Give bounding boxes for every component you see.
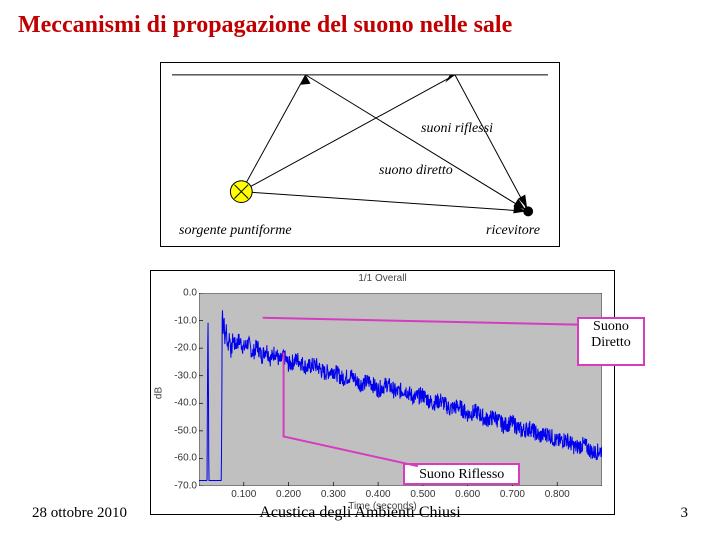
chart-ytick: -50.0: [169, 425, 197, 436]
chart-svg: [199, 293, 602, 486]
chart-xtick: 0.300: [321, 489, 346, 500]
annotation-reflected-label: Suono Riflesso: [419, 467, 504, 482]
chart-xtick: 0.200: [276, 489, 301, 500]
chart-ytick: -60.0: [169, 453, 197, 464]
chart-xtick: 0.700: [500, 489, 525, 500]
ray-diagram: suoni riflessi suono diretto sorgente pu…: [160, 62, 560, 247]
chart-ylabel: dB: [154, 386, 165, 398]
chart-xtick: 0.100: [231, 489, 256, 500]
label-direct-sound: suono diretto: [379, 163, 453, 179]
page-title: Meccanismi di propagazione del suono nel…: [18, 12, 512, 39]
chart-xtick: 0.600: [455, 489, 480, 500]
annotation-direct-label: Suono Diretto: [591, 319, 631, 350]
label-source: sorgente puntiforme: [179, 223, 292, 239]
chart-ytick: -20.0: [169, 343, 197, 354]
chart-xtick: 0.400: [366, 489, 391, 500]
chart-small-title: 1/1 Overall: [151, 273, 614, 284]
chart-plot-area: Suono Diretto Suono Riflesso: [199, 293, 602, 486]
annotation-direct-sound: Suono Diretto: [577, 317, 645, 366]
annotation-reflected-sound: Suono Riflesso: [403, 463, 520, 485]
ray-diagram-svg: [161, 63, 559, 246]
chart-xtick: 0.500: [410, 489, 435, 500]
footer-title: Acustica degli Ambienti Chiusi: [0, 504, 720, 522]
footer-page-number: 3: [681, 505, 689, 522]
label-receiver: ricevitore: [486, 223, 540, 239]
chart-ytick: -30.0: [169, 370, 197, 381]
decay-chart: 1/1 Overall dB Time (seconds) 50 ▲ ▽ Suo…: [150, 270, 615, 515]
chart-ytick: -40.0: [169, 398, 197, 409]
chart-ytick: -70.0: [169, 481, 197, 492]
label-reflected-sounds: suoni riflessi: [421, 121, 493, 137]
chart-xtick: 0.800: [545, 489, 570, 500]
chart-ytick: 0.0: [169, 288, 197, 299]
chart-ytick: -10.0: [169, 315, 197, 326]
